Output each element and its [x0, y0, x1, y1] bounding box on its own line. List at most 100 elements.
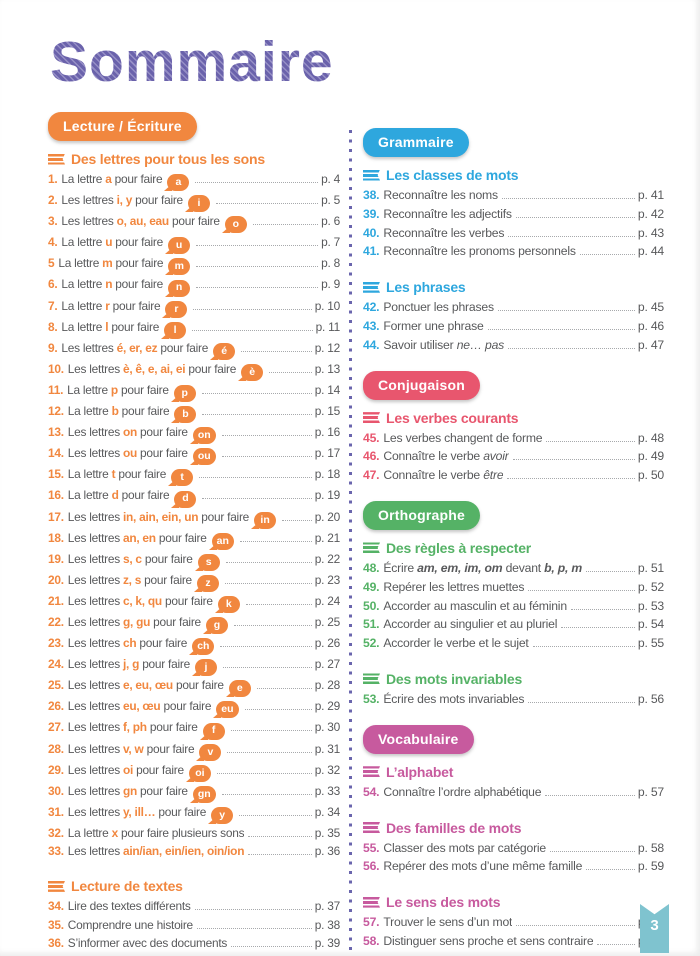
item-number: 50. [363, 598, 380, 613]
sound-badge: i [184, 195, 210, 213]
item-text-part: Les lettres [67, 636, 123, 651]
item-text: Reconnaître les pronoms personnels [383, 242, 575, 261]
section-heading: Le sens des mots [363, 894, 664, 910]
item-text-part: La lettre [61, 277, 106, 292]
item-text: Les lettres s, c pour faire s [68, 550, 222, 571]
section-heading-label: Des familles de mots [386, 819, 522, 836]
page-ref: p. 41 [637, 188, 664, 202]
item-text-part: La lettre [67, 488, 112, 503]
item-text: Les lettres é, er, ez pour faire é [61, 339, 237, 360]
item-text-part: pour faire [168, 214, 223, 229]
toc-item: 3. Les lettres o, au, eau pour faire o p. … [48, 212, 340, 234]
dotted-leader [512, 459, 635, 461]
item-number: 43. [363, 318, 380, 333]
item-number: 44. [363, 337, 380, 352]
item-text-part: devant [502, 560, 545, 575]
item-number: 37. [48, 952, 64, 956]
page-ref: p. 21 [314, 530, 340, 545]
item-text-part: pour faire [132, 193, 186, 208]
item-text-part: Repérer les lettres muettes [383, 579, 525, 594]
item-text: Les lettres i, y pour faire i [61, 191, 212, 213]
item-text-part: on [122, 425, 137, 440]
page-number: 3 [650, 917, 659, 934]
item-text-part: Trouver le sens d’un mot [383, 915, 513, 930]
dotted-leader [241, 350, 312, 352]
dotted-leader [532, 646, 635, 648]
item-text-part: pour faire [118, 404, 173, 419]
sound-badge: on [189, 427, 216, 445]
item-text-part: Les lettres [67, 425, 123, 440]
page-ref: p. 38 [314, 917, 340, 932]
item-text-part: pour faire [155, 530, 210, 545]
item-text-part: pour faire [141, 572, 195, 587]
item-number: 14. [48, 446, 64, 461]
item-text-part: Accorder au masculin et au féminin [383, 598, 567, 613]
item-text-part: u [105, 235, 113, 250]
item-text-part: ch [122, 636, 137, 651]
item-number: 21. [48, 593, 64, 608]
page-ref: p. 53 [637, 598, 664, 613]
item-text-part: La lettre [61, 298, 106, 313]
badge-vocabulaire: Vocabulaire [363, 724, 474, 754]
section-heading-label: Des mots invariables [386, 670, 523, 687]
dotted-leader [239, 814, 312, 816]
list-bars-icon [363, 766, 380, 778]
toc-item: 51. Accorder au singulier et au pluriel p.… [363, 615, 664, 634]
item-text: Connaître le verbe avoir [383, 447, 508, 466]
left-column: Lecture / Écriture Des lettres pour tous… [48, 110, 340, 956]
dotted-leader [202, 414, 312, 416]
item-text-part: La lettre [61, 235, 106, 250]
item-number: 25. [48, 678, 64, 693]
item-text: La lettre t pour faire t [68, 465, 195, 487]
dotted-leader [195, 182, 319, 183]
toc-item: 22. Les lettres g, gu pour faire g p. 25 [48, 613, 340, 635]
item-text-part: Ponctuer les phrases [383, 300, 494, 315]
badge-conjugaison: Conjugaison [363, 370, 480, 400]
item-text-part: Former une phrase [383, 318, 484, 333]
toc-item: 18. Les lettres an, en pour faire an p. 21 [48, 529, 340, 550]
item-text: Comprendre une histoire [68, 916, 193, 934]
item-text-part: Reconnaître les verbes [383, 225, 505, 240]
item-text: La lettre d pour faire d [67, 486, 199, 508]
toc-item: 9. Les lettres é, er, ez pour faire é p. 1… [48, 339, 340, 360]
item-text: Accorder le verbe et le sujet [383, 634, 528, 653]
toc-columns: Lecture / Écriture Des lettres pour tous… [48, 110, 664, 956]
page-ref: p. 11 [315, 319, 341, 334]
sound-badge: ch [189, 638, 215, 656]
page-ref: p. 18 [314, 467, 340, 482]
page-ref: p. 16 [314, 425, 340, 440]
toc-section: Les phrases 42. Ponctuer les phrases p. 45 4… [363, 279, 664, 354]
page-ref: p. 46 [637, 318, 664, 333]
item-text-part: Lire des textes différents [67, 899, 191, 914]
item-number: 39. [363, 206, 380, 221]
item-number: 57. [363, 915, 380, 930]
sound-badge: gn [189, 785, 216, 803]
toc-item: 40. Reconnaître les verbes p. 43 [363, 224, 664, 243]
dotted-leader [597, 943, 635, 945]
item-text-part: pour faire [143, 741, 198, 756]
toc-section: Le sens des mots 57. Trouver le sens d’un … [363, 894, 664, 951]
item-text-part: Les lettres [67, 657, 123, 672]
list-bars-icon [48, 880, 65, 892]
item-text: Les lettres y, ill… pour faire y [68, 803, 235, 824]
item-text: S’informer avec des documents [68, 934, 227, 952]
page-ref: p. 37 [314, 899, 340, 914]
item-text-part: p [110, 382, 118, 397]
page-ref: p. 51 [637, 560, 664, 575]
item-number: 23. [48, 636, 64, 651]
badge-wrap: Orthographe [363, 500, 664, 530]
dotted-leader [497, 310, 635, 312]
dotted-leader [230, 730, 312, 732]
item-text-part: Les lettres [67, 572, 123, 587]
toc-item: 26. Les lettres eu, œu pour faire eu p. 29 [48, 697, 340, 719]
item-number: 26. [48, 699, 64, 714]
page-ref: p. 49 [637, 449, 664, 464]
section-heading-label: Les classes de mots [386, 167, 519, 183]
item-text-part: pour faire [115, 467, 170, 482]
dotted-leader [248, 854, 312, 856]
toc-item: 6. La lettre n pour faire n p. 9 [48, 275, 340, 297]
sound-badge: b [171, 406, 197, 424]
page-ref: p. 27 [314, 657, 340, 672]
item-text-part: Les lettres [67, 678, 123, 693]
page-ref: p. 15 [314, 404, 340, 419]
